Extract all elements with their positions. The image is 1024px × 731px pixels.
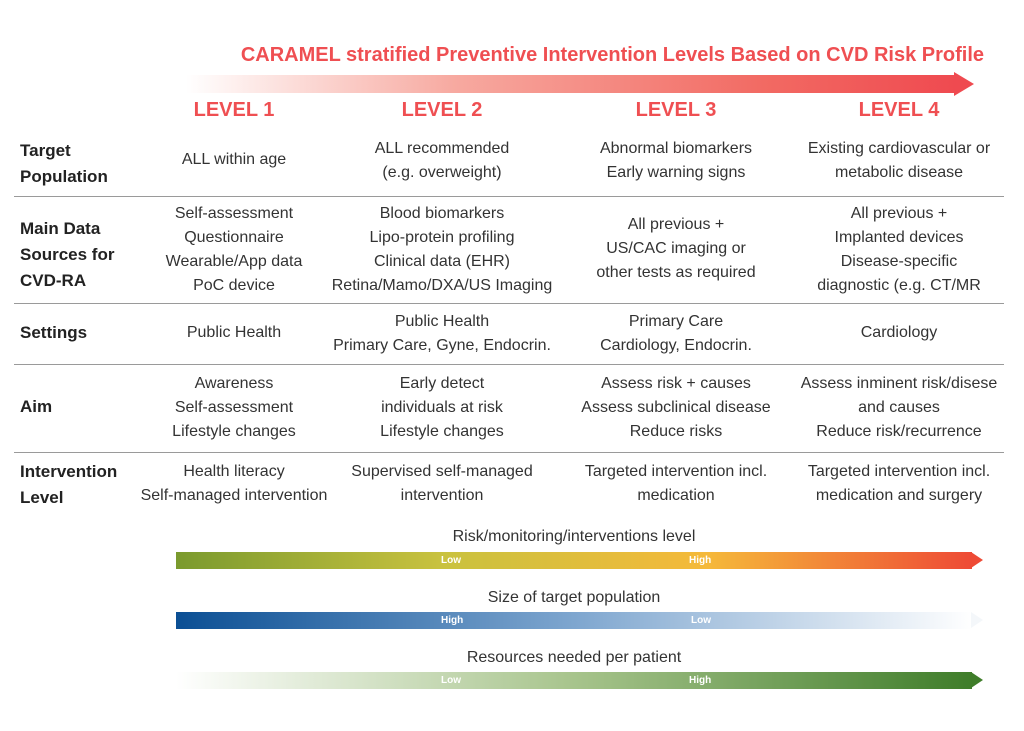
target-level-2: ALL recommended (e.g. overweight) xyxy=(374,140,510,181)
risk-scale-tick-high: High xyxy=(689,555,712,566)
settings-level-4: Cardiology xyxy=(860,324,938,341)
level-2-header: LEVEL 2 xyxy=(401,99,483,121)
row-divider xyxy=(14,303,1004,304)
aim-level-1: Awareness Self-assessment Lifestyle change… xyxy=(172,375,296,440)
settings-level-2: Public Health Primary Care, Gyne, Endocri… xyxy=(333,313,551,354)
aim-level-3: Assess risk + causes Assess subclinical d… xyxy=(581,375,771,440)
settings-level-3: Primary Care Cardiology, Endocrin. xyxy=(600,313,752,354)
level-3-header: LEVEL 3 xyxy=(635,99,717,121)
population-scale-arrow-icon xyxy=(971,612,983,628)
level-1-header: LEVEL 1 xyxy=(193,99,275,121)
row-divider xyxy=(14,452,1004,453)
top-arrow-bar xyxy=(186,75,956,93)
row-header-aim: Aim xyxy=(20,397,53,416)
data-sources-level-2: Blood biomarkers Lipo-protein profiling Cl… xyxy=(331,205,553,294)
target-level-4: Existing cardiovascular or metabolic dise… xyxy=(807,140,991,181)
intervention-level-4: Targeted intervention incl. medication an… xyxy=(807,463,991,504)
data-sources-level-1: Self-assessment Questionnaire Wearable/App… xyxy=(165,205,303,294)
resources-scale-label: Resources needed per patient xyxy=(466,649,682,666)
population-scale-tick-low: Low xyxy=(691,615,711,626)
population-scale-bar xyxy=(176,612,972,629)
risk-scale-label: Risk/monitoring/interventions level xyxy=(452,528,696,545)
row-header-intervention-level: Intervention Level xyxy=(20,462,118,507)
population-scale-label: Size of target population xyxy=(487,589,661,606)
resources-scale-tick-low: Low xyxy=(441,675,461,686)
risk-scale-arrow-icon xyxy=(971,552,983,568)
risk-scale-tick-low: Low xyxy=(441,555,461,566)
population-scale-tick-high: High xyxy=(441,615,464,626)
resources-scale-bar xyxy=(176,672,972,689)
target-level-1: ALL within age xyxy=(181,151,287,168)
resources-scale-tick-high: High xyxy=(689,675,712,686)
target-level-3: Abnormal biomarkers Early warning signs xyxy=(599,140,753,181)
row-header-settings: Settings xyxy=(20,323,88,342)
intervention-level-1: Health literacy Self-managed intervention xyxy=(140,463,328,504)
level-4-header: LEVEL 4 xyxy=(858,99,940,121)
resources-scale-arrow-icon xyxy=(971,672,983,688)
intervention-level-2: Supervised self-managed intervention xyxy=(351,463,533,504)
intervention-level-3: Targeted intervention incl. medication xyxy=(584,463,768,504)
aim-level-2: Early detect individuals at risk Lifestyle… xyxy=(380,375,504,440)
settings-level-1: Public Health xyxy=(186,324,282,341)
aim-level-4: Assess inminent risk/disese and causes Red… xyxy=(800,375,998,440)
data-sources-level-4: All previous + Implanted devices Disease-s… xyxy=(817,205,981,294)
data-sources-level-3: All previous + US/CAC imaging or other tes… xyxy=(596,216,756,281)
row-divider xyxy=(14,364,1004,365)
risk-scale-bar xyxy=(176,552,972,569)
diagram-title: CARAMEL stratified Preventive Interventi… xyxy=(240,44,984,66)
row-divider xyxy=(14,196,1004,197)
top-arrow-head-icon xyxy=(954,72,974,96)
row-header-main-data-sources: Main Data Sources for CVD-RA xyxy=(20,219,115,290)
row-header-target-population: Target Population xyxy=(20,141,108,186)
